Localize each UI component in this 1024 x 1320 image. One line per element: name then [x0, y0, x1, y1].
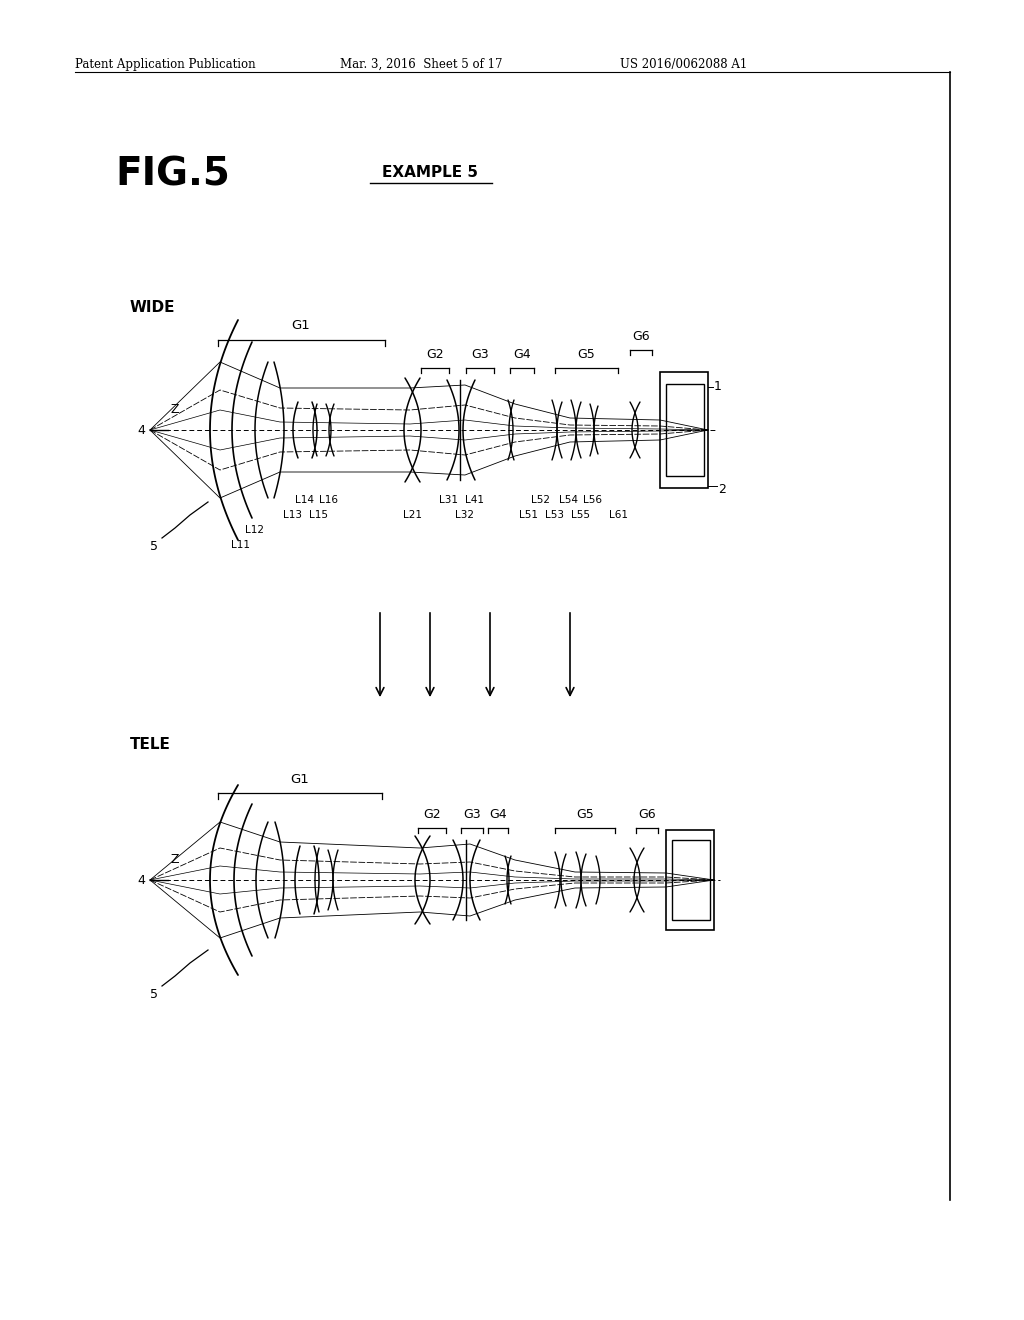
Text: G4: G4	[513, 348, 530, 360]
Text: G6: G6	[638, 808, 655, 821]
Text: Patent Application Publication: Patent Application Publication	[75, 58, 256, 71]
Text: G6: G6	[632, 330, 650, 343]
Text: G5: G5	[577, 808, 594, 821]
Text: G1: G1	[292, 319, 310, 333]
Text: 4: 4	[137, 424, 145, 437]
Text: L11: L11	[230, 540, 250, 550]
Text: L55: L55	[570, 510, 590, 520]
Bar	[666, 830, 714, 931]
Bar	[660, 372, 708, 488]
Text: L14: L14	[295, 495, 313, 506]
Text: L13: L13	[283, 510, 301, 520]
Text: L12: L12	[245, 525, 263, 535]
Text: 2: 2	[718, 483, 726, 496]
Text: EXAMPLE 5: EXAMPLE 5	[382, 165, 478, 180]
Text: L61: L61	[608, 510, 628, 520]
Text: L52: L52	[530, 495, 550, 506]
Text: G5: G5	[578, 348, 595, 360]
Text: G3: G3	[471, 348, 488, 360]
Text: L31: L31	[439, 495, 459, 506]
Text: L16: L16	[318, 495, 338, 506]
Text: 5: 5	[150, 987, 158, 1001]
Text: US 2016/0062088 A1: US 2016/0062088 A1	[620, 58, 748, 71]
Text: TELE: TELE	[130, 737, 171, 752]
Text: 5: 5	[150, 540, 158, 553]
Text: L41: L41	[465, 495, 483, 506]
Text: FIG.5: FIG.5	[115, 154, 229, 193]
Text: Mar. 3, 2016  Sheet 5 of 17: Mar. 3, 2016 Sheet 5 of 17	[340, 58, 503, 71]
Text: L51: L51	[519, 510, 539, 520]
Text: L56: L56	[583, 495, 601, 506]
Text: Z: Z	[171, 403, 179, 416]
Text: L53: L53	[546, 510, 564, 520]
Text: L15: L15	[309, 510, 329, 520]
Text: G3: G3	[463, 808, 481, 821]
Bar	[672, 840, 710, 920]
Text: WIDE: WIDE	[130, 300, 175, 315]
Text: G2: G2	[426, 348, 443, 360]
Text: Z: Z	[171, 853, 179, 866]
Text: 4: 4	[137, 874, 145, 887]
Text: L21: L21	[402, 510, 422, 520]
Text: L32: L32	[455, 510, 473, 520]
Text: G4: G4	[489, 808, 507, 821]
Text: G1: G1	[291, 774, 309, 785]
Text: 1: 1	[714, 380, 722, 393]
Bar	[666, 384, 705, 477]
Text: L54: L54	[558, 495, 578, 506]
Text: G2: G2	[423, 808, 440, 821]
